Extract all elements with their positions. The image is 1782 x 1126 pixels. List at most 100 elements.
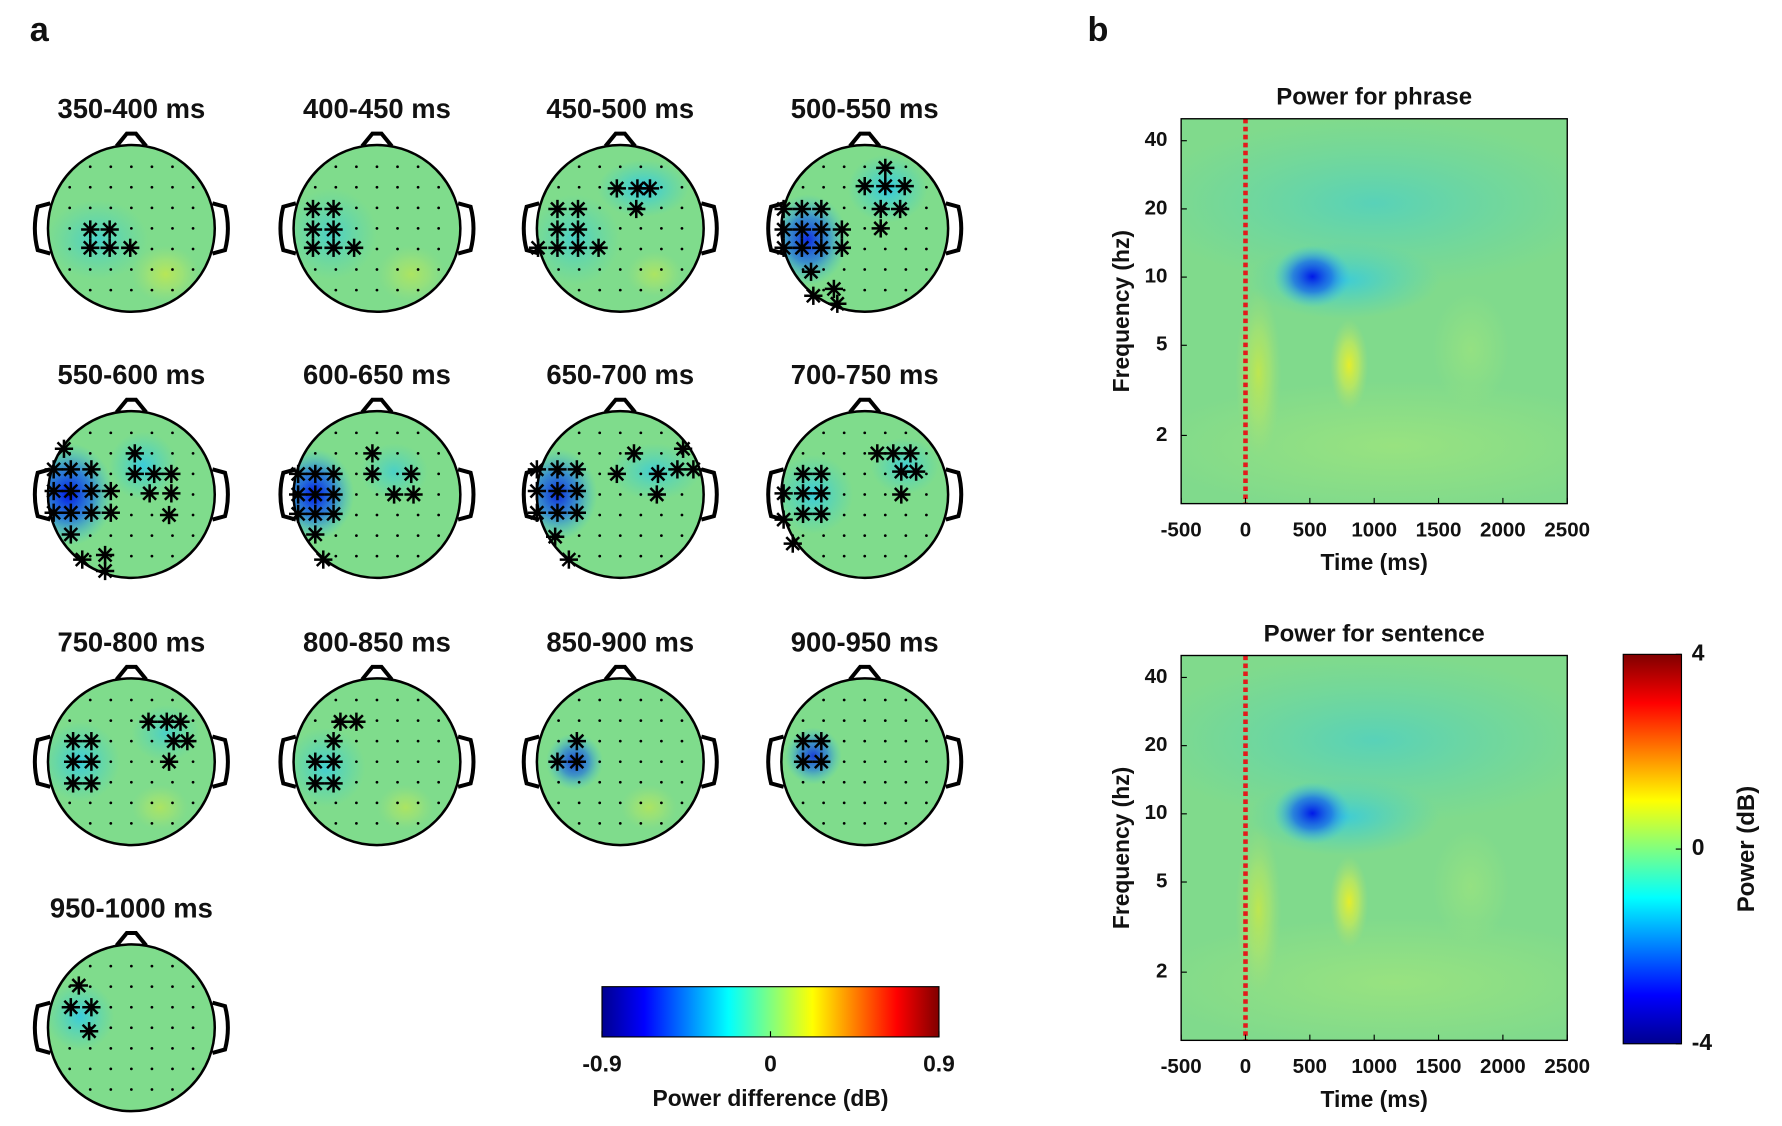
colorbar-tick-label: 4 <box>1692 639 1705 665</box>
significance-star <box>307 527 323 542</box>
electrode <box>618 268 622 271</box>
significance-star <box>349 714 364 730</box>
electrode <box>842 165 846 169</box>
electrode <box>904 554 908 558</box>
electrode <box>109 719 113 722</box>
electrode <box>883 760 887 764</box>
x-axis-label: Time (ms) <box>1320 1086 1427 1112</box>
x-tick-label: 2500 <box>1544 518 1590 541</box>
electrode <box>88 801 92 805</box>
ear <box>278 201 297 256</box>
electrode <box>577 534 581 537</box>
electrode <box>171 206 174 210</box>
electrode <box>88 719 92 722</box>
significance-star <box>163 466 179 482</box>
electrode <box>842 822 846 825</box>
ear <box>278 734 297 789</box>
significance-star <box>63 999 79 1015</box>
heatmap: Power for phrase -500 0 500 1000 1500 2000 2500… <box>1108 84 1590 576</box>
electrode <box>171 698 174 702</box>
electrode <box>618 206 622 210</box>
electrode <box>680 801 684 805</box>
electrode <box>171 1046 174 1050</box>
electrode <box>680 739 684 743</box>
electrode <box>68 227 72 230</box>
electrode <box>680 227 684 230</box>
electrode <box>842 472 846 476</box>
electrode <box>191 801 195 805</box>
electrode <box>904 739 908 743</box>
electrode <box>150 247 154 251</box>
electrode <box>129 801 133 805</box>
electrode <box>191 719 195 722</box>
electrode <box>557 739 560 743</box>
significance-star <box>102 240 118 256</box>
significance-star <box>813 754 829 770</box>
electrode <box>883 472 887 476</box>
significance-star <box>305 201 321 217</box>
electrode <box>334 431 338 435</box>
electrode <box>822 268 825 271</box>
ear <box>521 201 540 256</box>
electrode <box>577 431 581 435</box>
significance-star <box>794 222 810 237</box>
electrode <box>680 247 684 251</box>
significance-star <box>127 446 143 461</box>
significance-star <box>166 733 181 749</box>
electrode <box>88 268 92 271</box>
significance-star <box>529 462 545 477</box>
colorbar-tick-label: -0.9 <box>582 1051 621 1077</box>
colorbar-tick-label: 0 <box>1692 834 1705 860</box>
significance-star <box>403 466 419 482</box>
colorbar-tick-label: 0 <box>764 1051 777 1077</box>
electrode <box>191 268 195 271</box>
significance-star <box>675 441 691 457</box>
electrode <box>863 780 867 784</box>
significance-star <box>63 483 79 499</box>
heatmap-blob <box>1432 828 1510 945</box>
electrode <box>355 206 358 210</box>
significance-star <box>326 487 341 502</box>
nose <box>848 131 882 148</box>
topomap-title: 800-850 ms <box>303 626 451 657</box>
electrode <box>129 288 133 292</box>
ear <box>211 467 230 522</box>
electrode <box>801 268 805 271</box>
electrode <box>150 206 154 210</box>
electrode <box>334 698 338 702</box>
electrode <box>109 1067 113 1071</box>
electrode <box>660 554 663 558</box>
electrode <box>396 822 399 825</box>
electrode <box>863 801 867 805</box>
significance-star <box>776 240 791 256</box>
electrode <box>68 206 72 210</box>
significance-star <box>326 506 341 522</box>
electrode <box>883 268 887 271</box>
x-tick-label: 1500 <box>1416 1055 1462 1078</box>
electrode <box>171 554 174 558</box>
electrode <box>680 534 684 537</box>
electrode <box>355 268 358 271</box>
significance-star <box>307 776 323 791</box>
electrode <box>191 206 195 210</box>
electrode <box>925 534 928 537</box>
electrode <box>355 698 358 702</box>
map <box>293 727 435 831</box>
electrode <box>129 780 133 784</box>
electrode <box>904 534 908 537</box>
electrode <box>842 760 846 764</box>
significance-star <box>642 181 658 196</box>
electrode <box>618 698 622 702</box>
electrode <box>437 801 441 805</box>
electrode <box>577 822 581 825</box>
topomap-title: 750-800 ms <box>57 626 205 657</box>
electrode <box>171 1088 174 1091</box>
electrode <box>598 227 602 230</box>
electrode <box>883 493 887 496</box>
x-tick-label: 1000 <box>1351 1055 1397 1078</box>
colorbar-tick-label: -4 <box>1692 1029 1713 1055</box>
electrode <box>598 288 602 292</box>
electrode <box>313 268 317 271</box>
electrode <box>171 165 174 169</box>
significance-star <box>550 483 565 499</box>
